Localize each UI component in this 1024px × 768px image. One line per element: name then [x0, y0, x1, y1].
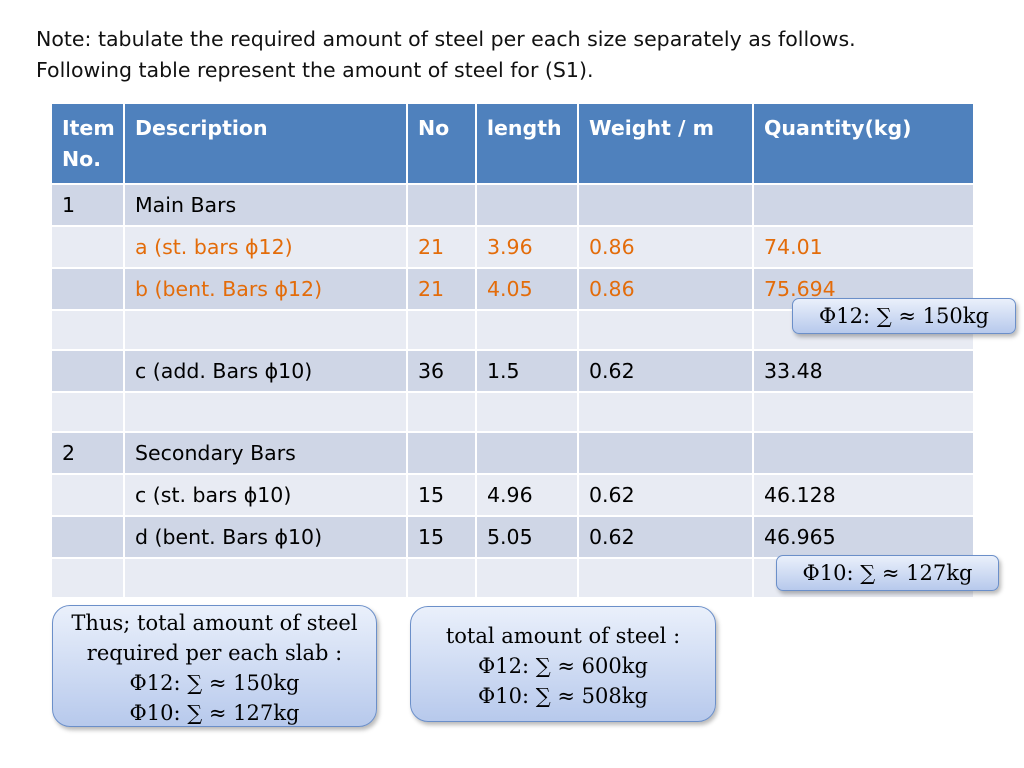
cell-no: 21	[406, 225, 477, 269]
cell-no	[406, 183, 477, 227]
cell-weight	[577, 391, 754, 433]
cell-item-no	[50, 267, 125, 311]
cell-length: 4.05	[475, 267, 579, 311]
cell-description	[123, 391, 408, 433]
cell-quantity	[752, 183, 975, 227]
cell-no: 15	[406, 515, 477, 559]
cell-quantity	[752, 391, 975, 433]
header-no: No	[406, 102, 477, 185]
cell-weight: 0.62	[577, 349, 754, 393]
cell-item-no	[50, 349, 125, 393]
cell-item-no	[50, 225, 125, 269]
per-slab-line-1: Thus; total amount of steel	[71, 611, 358, 635]
sum-phi10-text: Φ10: ∑ ≈ 127kg	[802, 561, 973, 585]
cell-no: 36	[406, 349, 477, 393]
total-line-1: total amount of steel :	[445, 624, 681, 648]
table-row	[50, 309, 975, 351]
cell-quantity: 46.965	[752, 515, 975, 559]
cell-length	[475, 557, 579, 599]
cell-no: 21	[406, 267, 477, 311]
sum-phi12-callout: Φ12: ∑ ≈ 150kg	[792, 298, 1016, 334]
cell-description	[123, 309, 408, 351]
total-steel-callout: total amount of steel : Φ12: ∑ ≈ 600kg Φ…	[410, 606, 716, 722]
table-row: 2 Secondary Bars	[50, 431, 975, 475]
cell-item-no: 2	[50, 431, 125, 475]
table-row: c (st. bars ϕ10) 15 4.96 0.62 46.128	[50, 473, 975, 517]
total-line-2: Φ12: ∑ ≈ 600kg	[478, 654, 648, 678]
cell-length	[475, 183, 579, 227]
cell-length	[475, 431, 579, 475]
cell-description: b (bent. Bars ϕ12)	[123, 267, 408, 311]
cell-length	[475, 391, 579, 433]
cell-weight: 0.86	[577, 225, 754, 269]
total-line-3: Φ10: ∑ ≈ 508kg	[478, 684, 648, 708]
header-quantity: Quantity(kg)	[752, 102, 975, 185]
header-description: Description	[123, 102, 408, 185]
cell-description: Main Bars	[123, 183, 408, 227]
steel-table: Item No. Description No length Weight / …	[50, 102, 975, 599]
cell-item-no	[50, 391, 125, 433]
cell-item-no	[50, 557, 125, 599]
cell-no: 15	[406, 473, 477, 517]
cell-weight: 0.86	[577, 267, 754, 311]
per-slab-line-4: Φ10: ∑ ≈ 127kg	[129, 701, 300, 725]
cell-weight	[577, 431, 754, 475]
sum-phi12-text: Φ12: ∑ ≈ 150kg	[819, 304, 989, 328]
per-slab-line-2: required per each slab :	[86, 641, 343, 665]
cell-weight: 0.62	[577, 473, 754, 517]
header-weight: Weight / m	[577, 102, 754, 185]
table-row: a (st. bars ϕ12) 21 3.96 0.86 74.01	[50, 225, 975, 269]
table-row: 1 Main Bars	[50, 183, 975, 227]
cell-quantity: 74.01	[752, 225, 975, 269]
cell-no	[406, 309, 477, 351]
cell-item-no	[50, 309, 125, 351]
header-item-no: Item No.	[50, 102, 125, 185]
sum-phi10-callout: Φ10: ∑ ≈ 127kg	[776, 555, 999, 591]
cell-item-no	[50, 473, 125, 517]
cell-quantity: 46.128	[752, 473, 975, 517]
cell-no	[406, 431, 477, 475]
cell-description: Secondary Bars	[123, 431, 408, 475]
cell-weight	[577, 183, 754, 227]
cell-weight	[577, 309, 754, 351]
cell-weight: 0.62	[577, 515, 754, 559]
table-row	[50, 391, 975, 433]
cell-item-no: 1	[50, 183, 125, 227]
table-body: 1 Main Bars a (st. bars ϕ12) 21 3.96 0.86 74.0…	[50, 183, 975, 599]
cell-length: 4.96	[475, 473, 579, 517]
table-header-row: Item No. Description No length Weight / …	[50, 102, 975, 185]
header-length: length	[475, 102, 579, 185]
note-line-2: Following table represent the amount of …	[36, 58, 594, 82]
per-slab-total-callout: Thus; total amount of steel required per…	[52, 605, 377, 727]
cell-length: 1.5	[475, 349, 579, 393]
cell-description: d (bent. Bars ϕ10)	[123, 515, 408, 559]
cell-item-no	[50, 515, 125, 559]
cell-quantity	[752, 431, 975, 475]
cell-description: c (st. bars ϕ10)	[123, 473, 408, 517]
cell-description	[123, 557, 408, 599]
cell-quantity: 33.48	[752, 349, 975, 393]
note-line-1: Note: tabulate the required amount of st…	[36, 27, 856, 51]
cell-length: 3.96	[475, 225, 579, 269]
cell-description: c (add. Bars ϕ10)	[123, 349, 408, 393]
table-row: d (bent. Bars ϕ10) 15 5.05 0.62 46.965	[50, 515, 975, 559]
note-text: Note: tabulate the required amount of st…	[36, 24, 856, 86]
cell-no	[406, 391, 477, 433]
cell-no	[406, 557, 477, 599]
per-slab-line-3: Φ12: ∑ ≈ 150kg	[129, 671, 300, 695]
table-row: c (add. Bars ϕ10) 36 1.5 0.62 33.48	[50, 349, 975, 393]
cell-length: 5.05	[475, 515, 579, 559]
cell-weight	[577, 557, 754, 599]
cell-length	[475, 309, 579, 351]
cell-description: a (st. bars ϕ12)	[123, 225, 408, 269]
